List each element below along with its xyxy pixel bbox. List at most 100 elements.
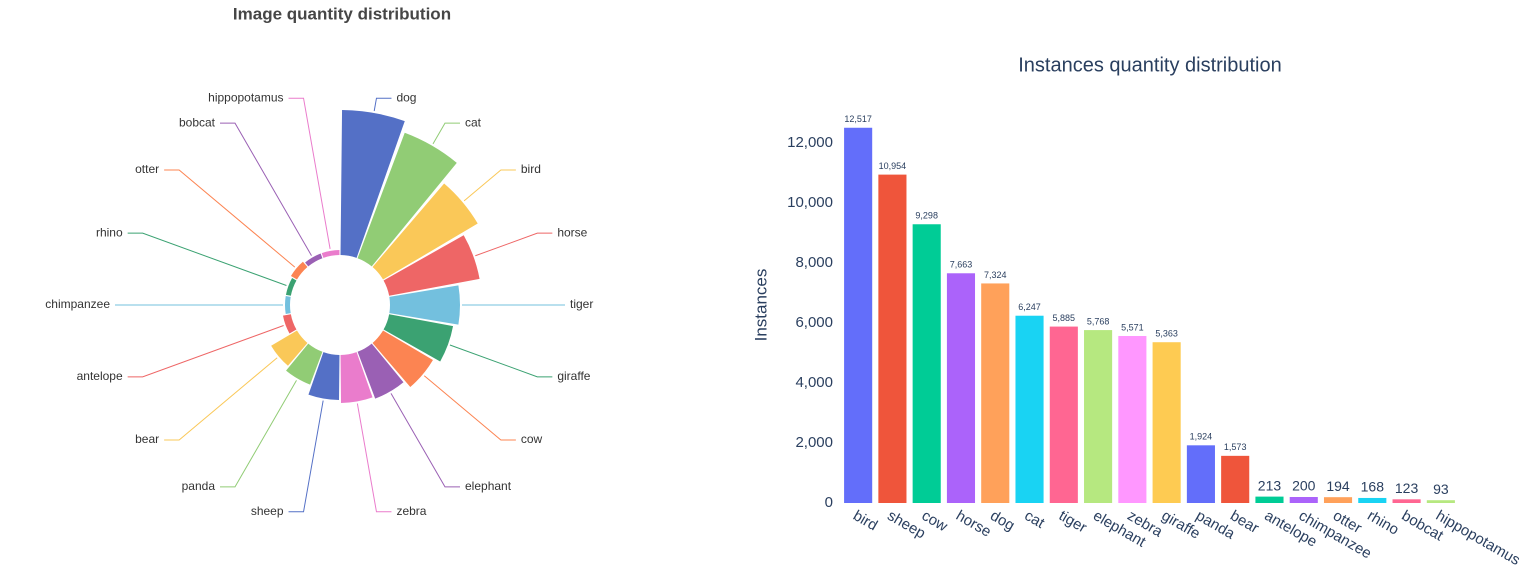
rose-sector: [321, 250, 340, 258]
bar: [844, 127, 873, 504]
value-label: 5,768: [1087, 316, 1110, 326]
y-tick-label: 12,000: [787, 134, 833, 151]
leader-line: [373, 97, 392, 112]
leader-line: [164, 357, 278, 441]
leader-line: [475, 232, 553, 257]
rose-label: horse: [557, 225, 587, 239]
value-label: 12,517: [844, 114, 872, 124]
rose-label: panda: [182, 479, 216, 493]
y-tick-label: 8,000: [795, 254, 833, 271]
bar: [912, 224, 941, 504]
value-label: 9,298: [915, 211, 938, 221]
rose-label: zebra: [396, 504, 426, 518]
rose-sector: [340, 352, 373, 403]
rose-sector: [308, 352, 340, 400]
value-label: 5,885: [1053, 313, 1076, 323]
value-label: 7,663: [950, 260, 973, 270]
y-tick-label: 10,000: [787, 194, 833, 211]
leader-line: [390, 393, 460, 488]
x-tick-label: tiger: [1056, 507, 1090, 536]
value-label: 1,924: [1190, 432, 1213, 442]
rose-label: sheep: [251, 504, 284, 518]
x-tick-label: sheep: [884, 507, 928, 542]
bar: [981, 283, 1010, 503]
rose-sector: [285, 296, 291, 314]
bar: [1049, 326, 1078, 503]
rose-sector: [285, 278, 297, 296]
leader-line: [220, 122, 312, 256]
rose-sector: [290, 261, 308, 280]
rose-sector: [389, 285, 461, 325]
value-label: 10,954: [879, 161, 907, 171]
bar: [1426, 500, 1455, 503]
rose-label: bird: [521, 162, 541, 176]
rose-label: elephant: [465, 479, 512, 493]
value-label: 168: [1361, 479, 1385, 495]
leader-line: [432, 122, 460, 145]
bar: [1255, 496, 1284, 503]
y-axis-title: Instances: [751, 269, 770, 342]
rose-sector: [372, 183, 478, 280]
value-label: 5,571: [1121, 322, 1144, 332]
rose-label: giraffe: [557, 369, 590, 383]
leader-line: [220, 380, 297, 488]
bar: [1358, 497, 1387, 503]
rose-label: otter: [135, 162, 159, 176]
rose-label: hippopotamus: [208, 90, 283, 104]
rose-sector: [286, 343, 323, 385]
rose-label: chimpanzee: [45, 297, 110, 311]
leader-line: [356, 403, 392, 513]
y-tick-label: 0: [825, 494, 833, 511]
rose-sector: [271, 330, 308, 366]
y-tick-label: 4,000: [795, 374, 833, 391]
rose-sector: [383, 235, 480, 296]
value-label: 200: [1292, 478, 1316, 494]
x-tick-label: dog: [987, 507, 1017, 534]
leader-line: [288, 400, 324, 513]
x-tick-label: bird: [850, 507, 880, 534]
bar: [1015, 315, 1044, 503]
rose-label: bobcat: [179, 115, 216, 129]
bar: [1084, 330, 1113, 503]
rose-label: bear: [135, 432, 159, 446]
rose-label: cow: [521, 432, 543, 446]
bar: [1186, 445, 1215, 503]
bar: [1289, 497, 1318, 503]
rose-label: cat: [465, 115, 482, 129]
rose-sector: [282, 314, 297, 334]
y-tick-label: 6,000: [795, 314, 833, 331]
value-label: 6,247: [1018, 302, 1041, 312]
bar: [1392, 499, 1421, 503]
x-tick-label: hippopotamus: [1433, 507, 1523, 569]
x-tick-label: horse: [953, 507, 994, 540]
value-label: 213: [1258, 477, 1282, 493]
leader-line: [127, 325, 284, 378]
value-label: 123: [1395, 480, 1419, 496]
bar: [946, 273, 976, 503]
bar-title: Instances quantity distribution: [1018, 54, 1282, 76]
bar: [1152, 342, 1181, 503]
value-label: 5,363: [1155, 329, 1178, 339]
rose-label: rhino: [96, 225, 123, 239]
bar: [878, 174, 907, 503]
x-tick-label: giraffe: [1159, 507, 1203, 542]
rose-sector: [357, 132, 457, 267]
leader-line: [127, 232, 287, 286]
value-label: 194: [1326, 478, 1350, 494]
rose-sector: [383, 314, 454, 362]
value-label: 93: [1433, 481, 1449, 497]
rose-sector: [372, 330, 433, 388]
leader-line: [423, 375, 516, 441]
rose-title: Image quantity distribution: [233, 4, 451, 23]
rose-sector: [305, 253, 323, 267]
leader-line: [449, 344, 553, 378]
leader-line: [288, 97, 331, 249]
bar: [1118, 335, 1147, 503]
value-label: 7,324: [984, 270, 1007, 280]
bar: [1221, 455, 1250, 503]
bar: [1323, 497, 1353, 503]
leader-line: [164, 169, 296, 268]
x-tick-label: rhino: [1364, 507, 1401, 538]
rose-sector: [340, 110, 405, 258]
